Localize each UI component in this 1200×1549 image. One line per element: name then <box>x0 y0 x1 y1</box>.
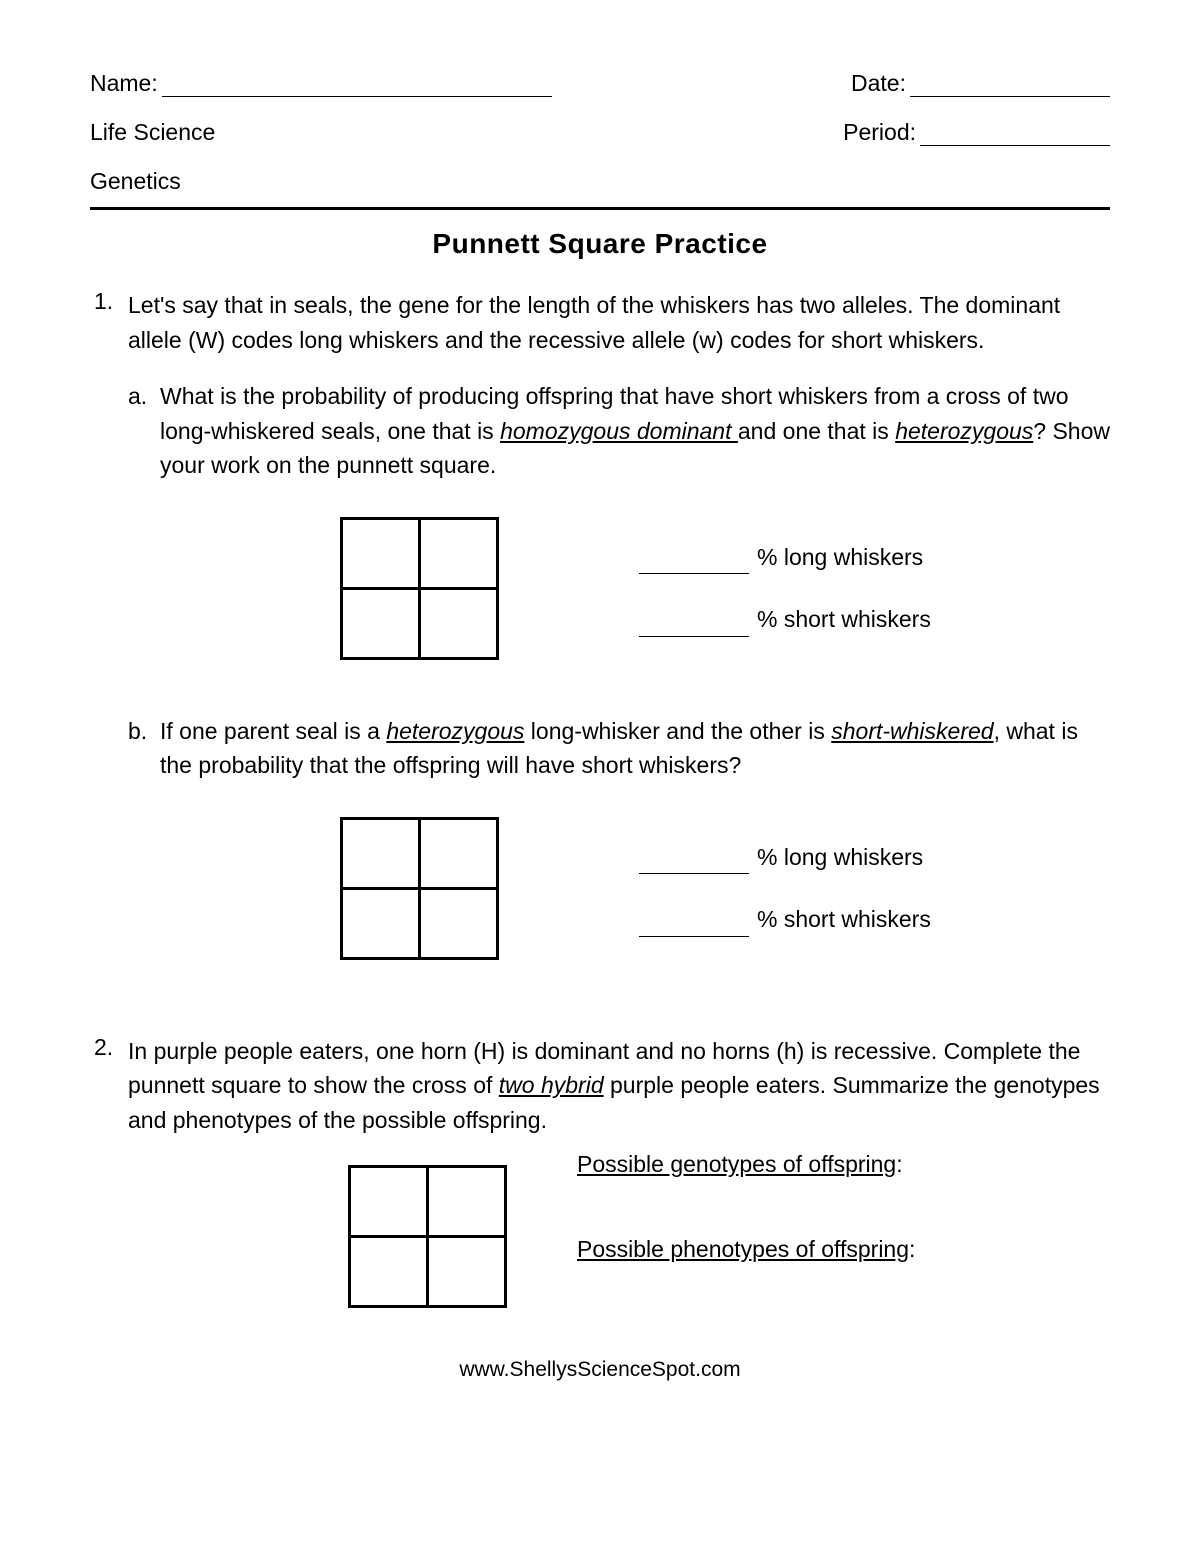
question-list: 1. Let's say that in seals, the gene for… <box>90 288 1110 1328</box>
q1a-hetero: heterozygous <box>895 418 1033 444</box>
name-blank[interactable] <box>162 96 552 97</box>
q1a-answers: % long whiskers % short whiskers <box>639 540 931 637</box>
q1b-punnett-block: % long whiskers % short whiskers <box>340 817 1110 960</box>
subject-label: Life Science <box>90 119 215 146</box>
period-blank[interactable] <box>920 145 1110 146</box>
header-row-2: Life Science Period: <box>90 119 1110 146</box>
q1b-short: short-whiskered <box>831 718 993 744</box>
date-field-group: Date: <box>851 70 1110 97</box>
q1a-long-label: % long whiskers <box>757 540 923 575</box>
q2-genotypes-label: Possible genotypes of offspring <box>577 1151 896 1177</box>
q1b-long-answer: % long whiskers <box>639 840 931 875</box>
q1a-short-label: % short whiskers <box>757 602 931 637</box>
q2-number: 2. <box>90 1034 128 1329</box>
name-field-group: Name: <box>90 70 552 97</box>
q1b-before: If one parent seal is a <box>160 718 386 744</box>
q1b-text: If one parent seal is a heterozygous lon… <box>160 714 1110 994</box>
q1b: b. If one parent seal is a heterozygous … <box>128 714 1110 994</box>
date-blank[interactable] <box>910 96 1110 97</box>
question-1: 1. Let's say that in seals, the gene for… <box>90 288 1110 1014</box>
q1b-punnett-square[interactable] <box>340 817 499 960</box>
worksheet-title: Punnett Square Practice <box>90 228 1110 260</box>
q1a-punnett-block: % long whiskers % short whiskers <box>340 517 1110 660</box>
q1b-hetero: heterozygous <box>386 718 524 744</box>
date-label: Date: <box>851 70 906 97</box>
q1b-short-blank[interactable] <box>639 936 749 937</box>
q1b-short-answer: % short whiskers <box>639 902 931 937</box>
q1a-long-answer: % long whiskers <box>639 540 931 575</box>
q1a-short-blank[interactable] <box>639 636 749 637</box>
q2-offspring-labels: Possible genotypes of offspring: Possibl… <box>577 1147 915 1266</box>
q1a-long-blank[interactable] <box>639 573 749 574</box>
q1-body: Let's say that in seals, the gene for th… <box>128 288 1110 1014</box>
q1a-letter: a. <box>128 379 160 694</box>
q1b-long-label: % long whiskers <box>757 840 923 875</box>
q1a-mid: and one that is <box>738 418 895 444</box>
q2-genotypes: Possible genotypes of offspring: <box>577 1147 915 1182</box>
q1a-punnett-square[interactable] <box>340 517 499 660</box>
q2-phenotypes-label: Possible phenotypes of offspring <box>577 1236 909 1262</box>
topic-label: Genetics <box>90 168 1110 195</box>
q1b-letter: b. <box>128 714 160 994</box>
q1a: a. What is the probability of producing … <box>128 379 1110 694</box>
q1b-answers: % long whiskers % short whiskers <box>639 840 931 937</box>
q1b-mid: long-whisker and the other is <box>524 718 831 744</box>
q1-sublist: a. What is the probability of producing … <box>128 379 1110 994</box>
q1-intro: Let's say that in seals, the gene for th… <box>128 292 1060 353</box>
name-label: Name: <box>90 70 158 97</box>
header-row-1: Name: Date: <box>90 70 1110 97</box>
period-label: Period: <box>843 119 916 146</box>
q1-number: 1. <box>90 288 128 1014</box>
period-field-group: Period: <box>843 119 1110 146</box>
q1a-short-answer: % short whiskers <box>639 602 931 637</box>
q1a-text: What is the probability of producing off… <box>160 379 1110 694</box>
header-section: Name: Date: Life Science Period: Genetic… <box>90 70 1110 210</box>
q2-punnett-square[interactable] <box>348 1165 507 1308</box>
q1b-short-label: % short whiskers <box>757 902 931 937</box>
subject-label-group: Life Science <box>90 119 215 146</box>
q1b-long-blank[interactable] <box>639 873 749 874</box>
q1a-homo: homozygous dominant <box>500 418 738 444</box>
q2-hybrid: two hybrid <box>499 1072 604 1098</box>
question-2: 2. In purple people eaters, one horn (H)… <box>90 1034 1110 1329</box>
q2-offspring-block: Possible genotypes of offspring: Possibl… <box>348 1165 1110 1308</box>
q2-body: In purple people eaters, one horn (H) is… <box>128 1034 1110 1329</box>
footer-url: www.ShellysScienceSpot.com <box>90 1358 1110 1382</box>
q2-phenotypes: Possible phenotypes of offspring: <box>577 1232 915 1267</box>
